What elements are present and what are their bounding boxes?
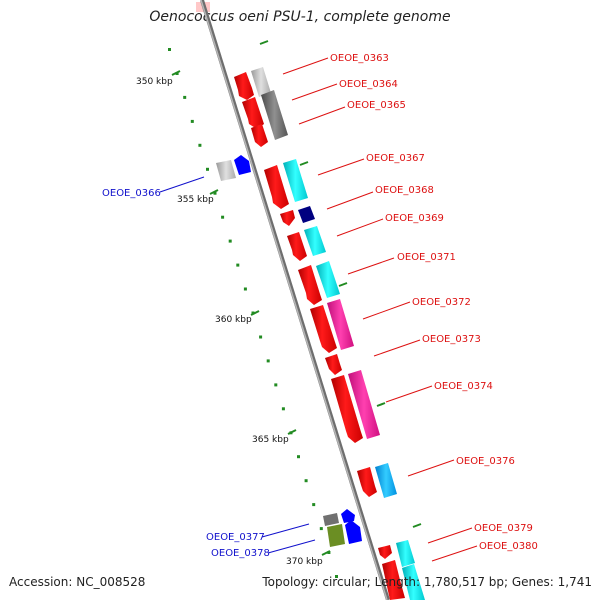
label-oeoe-0364[interactable]: OEOE_0364: [339, 79, 398, 90]
label-oeoe-0377[interactable]: OEOE_0377: [206, 532, 265, 543]
gene-oeoe-0376[interactable]: [357, 463, 397, 498]
minor-tick-dot: [228, 239, 232, 243]
minor-tick-dot: [297, 455, 300, 459]
gene-oeoe-0366[interactable]: [216, 155, 251, 181]
gene-oeoe-0373[interactable]: [325, 354, 342, 375]
minor-tick-dot: [236, 263, 240, 267]
label-oeoe-0376[interactable]: OEOE_0376: [456, 456, 515, 467]
label-oeoe-0379[interactable]: OEOE_0379: [474, 523, 533, 534]
label-oeoe-0366[interactable]: OEOE_0366: [102, 188, 161, 199]
gene-oeoe-0372[interactable]: [310, 299, 354, 353]
genome-backbone: [200, 0, 390, 600]
minor-tick-dot: [221, 215, 225, 219]
tick-370: 370 kbp: [286, 550, 331, 567]
minor-tick-dot: [304, 479, 308, 483]
tick-355: 355 kbp: [177, 189, 219, 205]
gene-oeoe-0368[interactable]: [280, 206, 315, 226]
label-oeoe-0371[interactable]: OEOE_0371: [397, 252, 456, 263]
minor-tick-dot: [312, 503, 316, 507]
right-leader-lines: [282, 57, 478, 562]
minor-tick-dot: [206, 167, 209, 171]
label-oeoe-0372[interactable]: OEOE_0372: [412, 297, 471, 308]
tick-350: 350 kbp: [136, 70, 181, 87]
label-oeoe-0373[interactable]: OEOE_0373: [422, 334, 481, 345]
minor-tick-dot: [213, 191, 217, 195]
minor-tick-dot: [243, 287, 247, 291]
minor-tick-dot: [335, 575, 338, 578]
gene-oeoe-0364[interactable]: [242, 90, 288, 140]
minor-tick-dot: [183, 95, 187, 99]
tick-label-355: 355 kbp: [177, 195, 214, 205]
gene-oeoe-0365[interactable]: [251, 124, 268, 147]
outer-tick-track: [259, 40, 422, 528]
tick-label-365: 365 kbp: [252, 435, 289, 445]
label-oeoe-0363[interactable]: OEOE_0363: [330, 53, 389, 64]
label-oeoe-0378[interactable]: OEOE_0378: [211, 548, 270, 559]
minor-tick-dot: [168, 48, 171, 51]
label-oeoe-0369[interactable]: OEOE_0369: [385, 213, 444, 224]
genome-backbone-highlight: [200, 0, 388, 600]
tick-label-370: 370 kbp: [286, 557, 323, 567]
gene-oeoe-0371[interactable]: [298, 261, 340, 305]
minor-tick-dot: [198, 143, 202, 147]
minor-tick-dot: [281, 407, 285, 411]
minor-tick-dot: [190, 119, 194, 123]
tick-365: 365 kbp: [252, 429, 297, 445]
tick-360: 360 kbp: [215, 310, 260, 325]
left-leader-lines: [159, 176, 316, 554]
gene-oeoe-0378[interactable]: [327, 520, 362, 547]
label-oeoe-0368[interactable]: OEOE_0368: [375, 185, 434, 196]
gene-oeoe-0379[interactable]: [378, 540, 415, 567]
tick-label-360: 360 kbp: [215, 315, 252, 325]
gene-oeoe-0374[interactable]: [331, 370, 380, 443]
label-oeoe-0374[interactable]: OEOE_0374: [434, 381, 493, 392]
label-oeoe-0367[interactable]: OEOE_0367: [366, 153, 425, 164]
gene-oeoe-0367[interactable]: [264, 159, 308, 209]
label-oeoe-0380[interactable]: OEOE_0380: [479, 541, 538, 552]
tick-label-350: 350 kbp: [136, 77, 173, 87]
gene-oeoe-0380[interactable]: [382, 560, 425, 600]
label-oeoe-0365[interactable]: OEOE_0365: [347, 100, 406, 111]
minor-tick-dot: [266, 359, 270, 363]
accession-text: Accession: NC_008528: [9, 575, 146, 589]
gene-oeoe-0363[interactable]: [234, 67, 271, 100]
map-title: Oenococcus oeni PSU-1, complete genome: [149, 9, 451, 25]
gene-oeoe-0377[interactable]: [323, 509, 355, 526]
minor-tick-track: [168, 48, 338, 578]
gene-oeoe-0369[interactable]: [287, 226, 326, 261]
minor-tick-dot: [319, 527, 323, 531]
minor-tick-dot: [259, 335, 263, 339]
genome-summary-text: Topology: circular; Length: 1,780,517 bp…: [262, 575, 592, 589]
minor-tick-dot: [274, 383, 278, 387]
